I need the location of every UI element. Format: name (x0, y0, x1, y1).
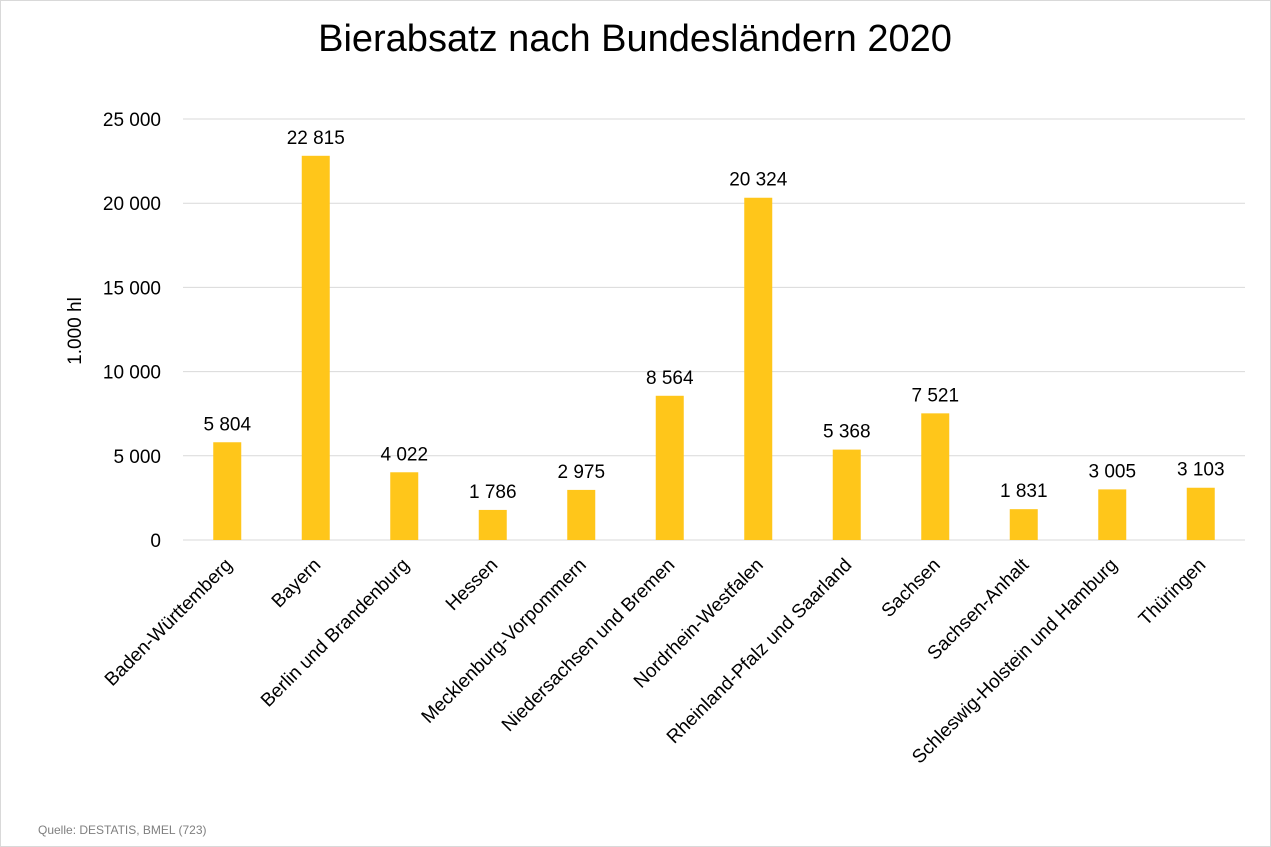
bar (1098, 489, 1127, 540)
bar (921, 413, 950, 540)
bar (1009, 509, 1038, 540)
category-label: Bayern (268, 555, 325, 612)
y-axis-label: 1.000 hl (65, 297, 86, 365)
bar (744, 197, 773, 540)
y-axis-tick-labels: 0 5 000 10 000 15 000 20 000 25 000 (103, 110, 161, 552)
bar (478, 509, 507, 540)
bar (567, 489, 596, 540)
y-tick-label: 15 000 (103, 278, 161, 299)
bar (832, 449, 861, 540)
data-label: 5 368 (823, 422, 871, 443)
data-label: 4 022 (380, 444, 428, 465)
y-tick-label: 0 (150, 531, 161, 552)
bar (213, 442, 242, 540)
category-label: Baden-Württemberg (101, 555, 237, 691)
category-label: Rheinland-Pfalz und Saarland (663, 555, 856, 748)
data-label: 7 521 (911, 385, 959, 406)
y-tick-label: 5 000 (113, 447, 161, 468)
data-label: 22 815 (287, 128, 345, 149)
bar (301, 155, 330, 540)
data-label: 5 804 (203, 414, 251, 435)
data-label: 3 103 (1177, 460, 1225, 481)
data-label: 1 786 (469, 482, 517, 503)
source-note: Quelle: DESTATIS, BMEL (723) (38, 823, 207, 837)
data-label: 3 005 (1088, 461, 1136, 482)
data-label: 2 975 (557, 462, 605, 483)
bar (655, 395, 684, 540)
chart-title: Bierabsatz nach Bundesländern 2020 (318, 18, 952, 60)
category-label: Thüringen (1135, 555, 1210, 630)
data-label: 8 564 (646, 368, 694, 389)
category-label: Berlin und Brandenburg (257, 555, 414, 712)
bar (390, 472, 419, 540)
category-label: Hessen (442, 555, 502, 615)
gridlines (183, 118, 1245, 541)
y-tick-label: 25 000 (103, 110, 161, 131)
bars (213, 155, 1215, 540)
category-label: Sachsen (878, 555, 945, 622)
y-tick-label: 20 000 (103, 194, 161, 215)
data-label: 20 324 (729, 170, 788, 191)
data-label: 1 831 (1000, 481, 1048, 502)
category-label: Mecklenburg-Vorpommern (418, 555, 591, 728)
data-labels: 5 804 22 815 4 022 1 786 2 975 8 564 20 324 5 3… (203, 128, 1224, 503)
category-label: Niedersachsen und Bremen (498, 555, 679, 736)
bar (1186, 487, 1215, 540)
y-tick-label: 10 000 (103, 363, 161, 384)
